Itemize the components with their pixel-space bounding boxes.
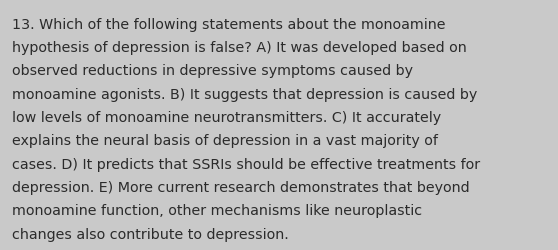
- Text: 13. Which of the following statements about the monoamine: 13. Which of the following statements ab…: [12, 18, 446, 32]
- Text: explains the neural basis of depression in a vast majority of: explains the neural basis of depression …: [12, 134, 438, 148]
- Text: hypothesis of depression is false? A) It was developed based on: hypothesis of depression is false? A) It…: [12, 41, 467, 55]
- Text: depression. E) More current research demonstrates that beyond: depression. E) More current research dem…: [12, 180, 470, 194]
- Text: monoamine agonists. B) It suggests that depression is caused by: monoamine agonists. B) It suggests that …: [12, 87, 478, 101]
- Text: cases. D) It predicts that SSRIs should be effective treatments for: cases. D) It predicts that SSRIs should …: [12, 157, 480, 171]
- Text: observed reductions in depressive symptoms caused by: observed reductions in depressive sympto…: [12, 64, 413, 78]
- Text: low levels of monoamine neurotransmitters. C) It accurately: low levels of monoamine neurotransmitter…: [12, 110, 441, 124]
- Text: monoamine function, other mechanisms like neuroplastic: monoamine function, other mechanisms lik…: [12, 204, 422, 218]
- Text: changes also contribute to depression.: changes also contribute to depression.: [12, 227, 289, 241]
